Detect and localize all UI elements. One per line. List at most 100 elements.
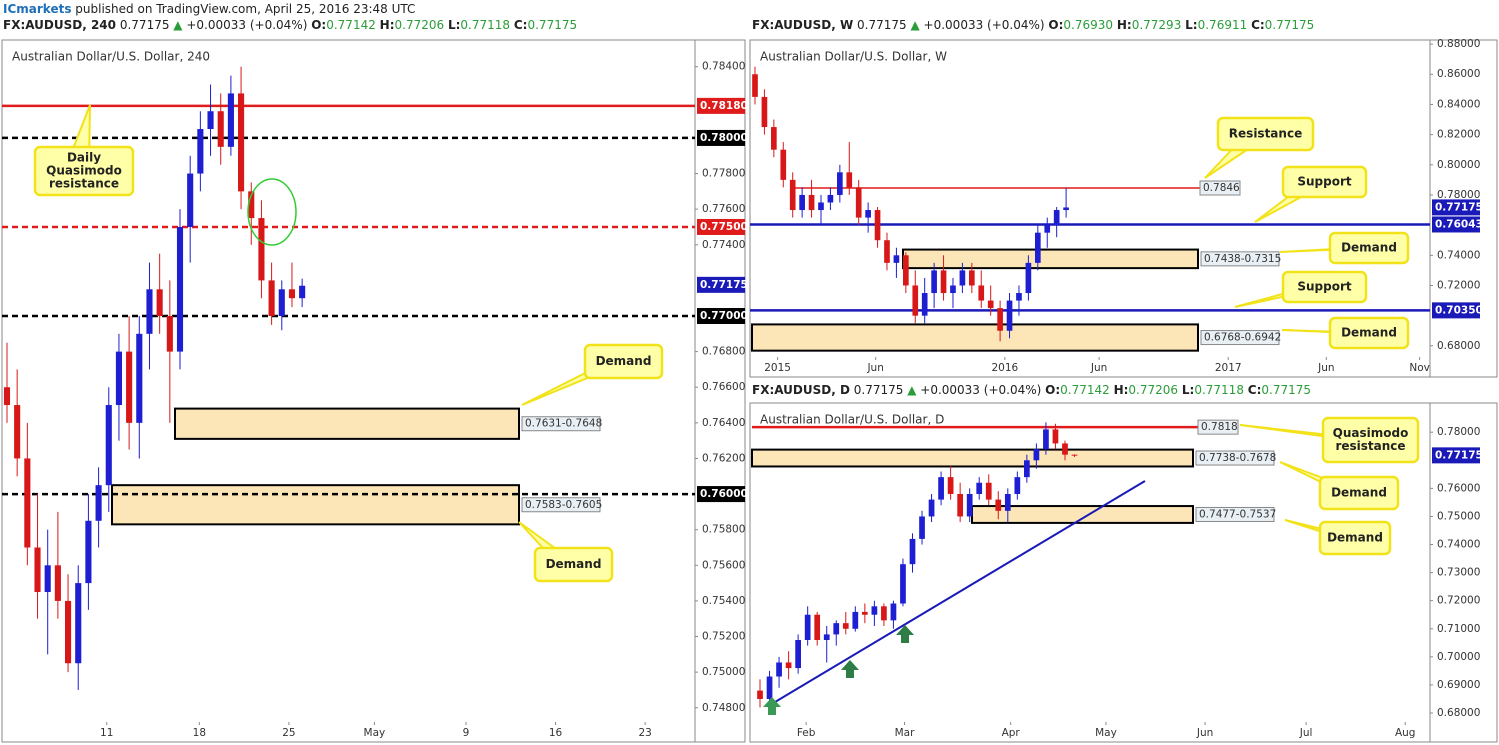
y-tick-label: 0.82000: [1437, 129, 1480, 141]
candle-body: [846, 172, 853, 188]
chart-title: Australian Dollar/U.S. Dollar, 240: [12, 50, 210, 64]
x-tick-label: 25: [282, 727, 295, 739]
callout-text: Demand: [1327, 531, 1383, 545]
ohlc-label: C:: [514, 18, 528, 32]
ohlc-value: 0.76911: [1198, 18, 1248, 32]
candle-body: [871, 606, 878, 615]
candle-body: [780, 149, 787, 180]
y-tick-label: 0.76600: [702, 381, 745, 393]
y-tick-label: 0.75000: [1437, 510, 1480, 522]
callout-box: [583, 343, 664, 380]
y-tick-label: 0.72000: [1437, 595, 1480, 607]
candle-body: [928, 499, 935, 517]
candle-body: [852, 611, 859, 629]
ohlc-label: H:: [1114, 383, 1129, 397]
callout-box: [1328, 316, 1410, 350]
ohlc-label: C:: [1248, 383, 1262, 397]
level-label-box: [1199, 180, 1241, 196]
candle-body: [1014, 477, 1021, 494]
candle-body: [299, 285, 306, 299]
last-price-box: [697, 276, 745, 293]
y-tick-label: 0.77400: [702, 239, 745, 251]
demand-zone: [751, 448, 1194, 468]
candle-body: [761, 96, 768, 128]
x-tick-label: Jun: [866, 362, 883, 374]
x-tick-label: 11: [100, 727, 113, 739]
candle-body: [881, 606, 887, 621]
candle-body: [833, 623, 840, 635]
symbol-header: FX:AUDUSD, D 0.77175 ▲ +0.00033 (+0.04%)…: [752, 383, 1311, 397]
x-tick-label: 18: [193, 727, 206, 739]
zone-label-box: [521, 416, 601, 432]
candle-body: [1062, 443, 1068, 455]
callout-box: [1318, 475, 1400, 511]
panel-frame: [1, 39, 746, 743]
y-tick-label: 0.76400: [702, 417, 745, 429]
x-tick-label: Apr: [1002, 727, 1021, 739]
callout-text: resistance: [49, 177, 119, 191]
x-tick-label: 23: [638, 727, 651, 739]
candle-body: [842, 623, 849, 629]
last-price-label: 0.77175: [1435, 201, 1483, 213]
x-tick-label: 2016: [991, 362, 1018, 374]
last-price: 0.77175: [857, 18, 907, 32]
y-tick-label: 0.68000: [1437, 707, 1480, 719]
ohlc-label: L:: [448, 18, 460, 32]
ticker: FX:AUDUSD, D: [752, 383, 850, 397]
candle-body: [1034, 232, 1041, 263]
y-tick-label: 0.75400: [702, 595, 745, 607]
x-tick-label: 9: [463, 727, 470, 739]
candle-body: [766, 676, 773, 699]
level-axis-box: [697, 486, 745, 503]
candle-body: [278, 289, 285, 317]
y-tick-label: 0.74800: [702, 702, 745, 714]
candle-body: [268, 280, 275, 317]
callout-text: Demand: [1341, 241, 1397, 255]
candle-body: [855, 187, 862, 218]
candle-body: [890, 603, 897, 621]
change: +0.00033 (+0.04%): [924, 18, 1045, 32]
candle-body: [14, 405, 21, 459]
candle-body: [771, 127, 777, 150]
callout-text: Support: [1297, 280, 1352, 294]
candle-body: [34, 547, 41, 593]
callout-text: Quasimodo: [46, 164, 122, 178]
candle-body: [75, 583, 82, 664]
y-tick-label: 0.77800: [702, 168, 745, 180]
zone-label: 0.7477-0.7537: [1199, 508, 1276, 520]
candle-body: [1053, 210, 1060, 226]
candle-body: [156, 289, 163, 317]
x-tick-label: Feb: [797, 727, 816, 739]
candle-body: [1044, 225, 1051, 233]
demand-zone: [174, 407, 520, 440]
zone-label-box: [1200, 251, 1280, 267]
x-tick-label: Nov: [1409, 362, 1430, 374]
candle-body: [24, 458, 31, 548]
zone-label: 0.6768-0.6942: [1204, 332, 1281, 344]
callout-box: [533, 546, 614, 583]
candle-body: [950, 285, 956, 294]
candle-body: [752, 74, 758, 97]
x-tick-label: Aug: [1395, 727, 1416, 739]
x-tick-label: Jun: [1196, 727, 1213, 739]
y-tick-label: 0.84000: [1437, 98, 1480, 110]
candle-body: [995, 499, 1002, 511]
zone-label: 0.7438-0.7315: [1204, 253, 1281, 265]
candle-body: [166, 316, 173, 352]
ohlc-value: 0.77142: [326, 18, 376, 32]
candle-body: [808, 194, 815, 211]
y-tick-label: 0.76000: [1437, 482, 1480, 494]
ohlc-value: 0.77175: [527, 18, 577, 32]
ohlc-value: 0.77206: [1128, 383, 1178, 397]
candle-body: [919, 516, 925, 539]
zone-label: 0.7583-0.7605: [525, 499, 602, 511]
candle-body: [968, 270, 975, 286]
zone-label: 0.7738-0.7678: [1199, 452, 1276, 464]
ohlc-label: C:: [1251, 18, 1265, 32]
x-tick-label: Jun: [1317, 362, 1334, 374]
x-tick-label: 16: [549, 727, 563, 739]
callout-text: Demand: [546, 557, 602, 571]
candle-body: [207, 111, 214, 130]
candle-body: [987, 300, 994, 309]
